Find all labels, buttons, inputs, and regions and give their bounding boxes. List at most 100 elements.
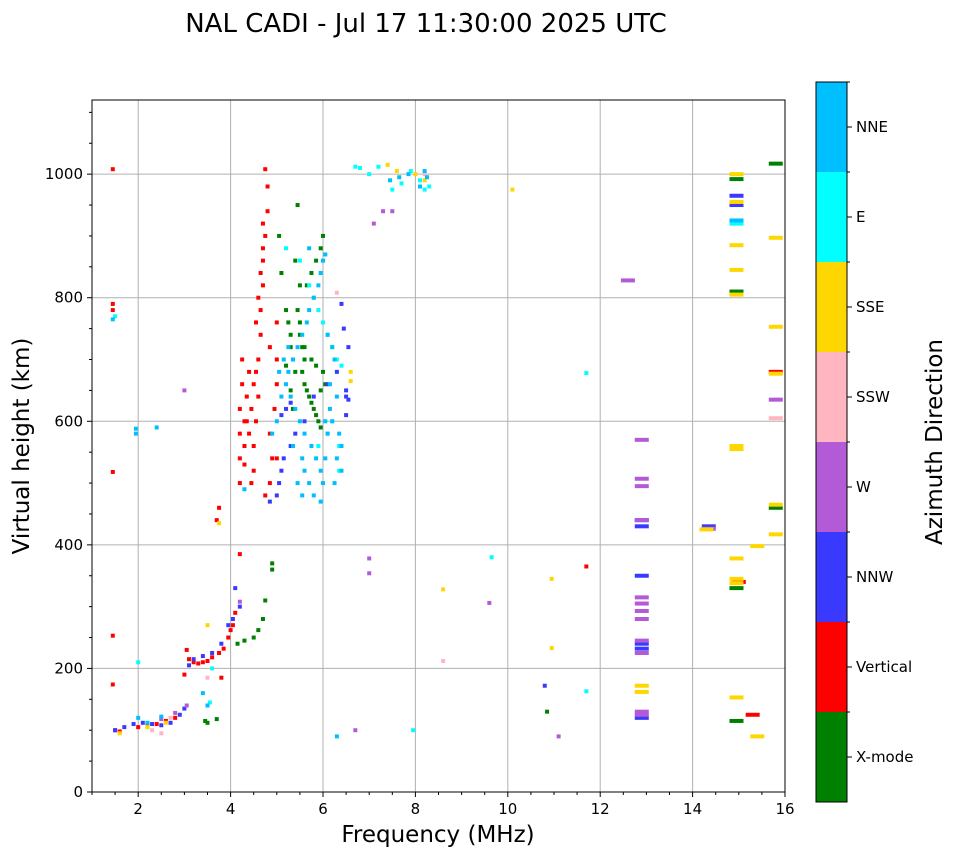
data-point-sse — [117, 731, 122, 736]
data-point-nnw — [325, 382, 330, 387]
data-point-nnw — [729, 193, 744, 198]
data-point-vertical — [240, 382, 245, 387]
data-point-e — [337, 444, 342, 448]
data-point-nne — [325, 431, 330, 436]
data-point-ssw — [334, 290, 339, 295]
data-point-nne — [136, 715, 141, 720]
y-axis-ticks: 0 200 400 600 800 1000 — [45, 111, 92, 801]
data-point-x-mode — [309, 357, 314, 362]
data-point-x-mode — [293, 369, 298, 374]
data-point-e — [357, 165, 362, 170]
data-point-nne — [318, 468, 323, 473]
data-point-vertical — [154, 722, 159, 727]
data-point-x-mode — [318, 388, 323, 393]
data-point-vertical — [254, 369, 259, 374]
data-point-sse — [348, 369, 353, 374]
y-tick-label: 400 — [54, 536, 83, 554]
colorbar-segment-vertical — [816, 622, 847, 712]
data-point-vertical — [584, 564, 589, 569]
data-point-vertical — [187, 657, 192, 662]
data-point-nne — [318, 499, 323, 504]
data-point-sse — [510, 187, 515, 192]
data-point-nne — [300, 332, 305, 337]
data-point-vertical — [260, 283, 265, 288]
data-point-sse — [768, 502, 783, 507]
data-point-vertical — [205, 659, 210, 664]
data-point-w — [634, 617, 649, 621]
data-point-vertical — [256, 394, 261, 399]
data-point-vertical — [228, 628, 233, 633]
data-point-x-mode — [251, 635, 256, 640]
data-point-vertical — [260, 246, 265, 251]
data-point-vertical — [267, 345, 272, 350]
data-point-ssw — [150, 728, 155, 733]
data-point-vertical — [249, 406, 254, 411]
data-point-nne — [270, 431, 275, 436]
data-point-nne — [334, 734, 339, 739]
data-point-nne — [397, 175, 402, 180]
data-point-nne — [318, 271, 323, 275]
data-point-sse — [750, 734, 765, 739]
colorbar-segment-sse — [816, 262, 847, 352]
data-point-sse — [729, 444, 744, 448]
data-point-w — [634, 484, 649, 489]
data-point-vertical — [267, 481, 272, 486]
y-tick-label: 0 — [73, 783, 83, 801]
data-point-nne — [422, 169, 427, 174]
data-point-sse — [729, 267, 744, 272]
data-point-nnw — [274, 493, 279, 498]
data-point-nne — [133, 426, 138, 431]
data-point-x-mode — [307, 394, 312, 399]
data-point-nne — [332, 357, 337, 362]
data-point-vertical — [256, 357, 261, 362]
data-point-vertical — [217, 650, 222, 655]
data-point-e — [367, 172, 372, 177]
data-point-e — [411, 728, 416, 733]
data-points — [110, 161, 783, 739]
data-point-nnw — [226, 623, 231, 628]
x-tick-label: 2 — [133, 800, 143, 818]
data-point-vertical — [244, 394, 249, 399]
data-point-w — [182, 388, 187, 393]
data-point-nne — [133, 431, 138, 436]
y-tick-label: 200 — [54, 659, 83, 677]
data-point-e — [390, 187, 395, 192]
data-point-nnw — [237, 604, 242, 609]
data-point-x-mode — [545, 709, 550, 714]
data-point-w — [634, 518, 649, 523]
data-point-vertical — [263, 493, 268, 498]
x-tick-label: 14 — [683, 800, 702, 818]
data-point-sse — [634, 683, 649, 688]
data-point-sse — [750, 544, 765, 549]
data-point-sse — [768, 371, 783, 376]
data-point-vertical — [242, 419, 247, 424]
data-point-x-mode — [314, 413, 319, 418]
data-point-nnw — [701, 524, 716, 529]
data-point-nne — [279, 394, 284, 399]
data-point-vertical — [230, 623, 235, 628]
data-point-vertical — [173, 715, 178, 720]
data-point-x-mode — [295, 203, 300, 208]
data-point-e — [427, 184, 432, 189]
data-point-nnw — [346, 345, 351, 350]
data-point-nne — [300, 493, 305, 498]
data-point-sse — [768, 324, 783, 329]
data-point-vertical — [191, 660, 196, 665]
data-point-vertical — [110, 633, 115, 638]
data-point-x-mode — [309, 271, 314, 275]
data-point-sse — [549, 646, 554, 651]
colorbar-segment-e — [816, 172, 847, 262]
data-point-nnw — [177, 712, 182, 717]
data-point-nne — [729, 218, 744, 223]
grid-lines — [92, 100, 785, 792]
data-point-x-mode — [284, 308, 289, 313]
data-point-x-mode — [304, 283, 309, 288]
data-point-e — [408, 169, 413, 174]
data-point-sse — [634, 689, 649, 694]
data-point-vertical — [110, 301, 115, 306]
data-point-nne — [387, 178, 392, 183]
data-point-nnw — [187, 663, 192, 668]
data-point-vertical — [182, 672, 187, 677]
data-point-e — [284, 246, 289, 251]
data-point-nnw — [634, 573, 649, 578]
